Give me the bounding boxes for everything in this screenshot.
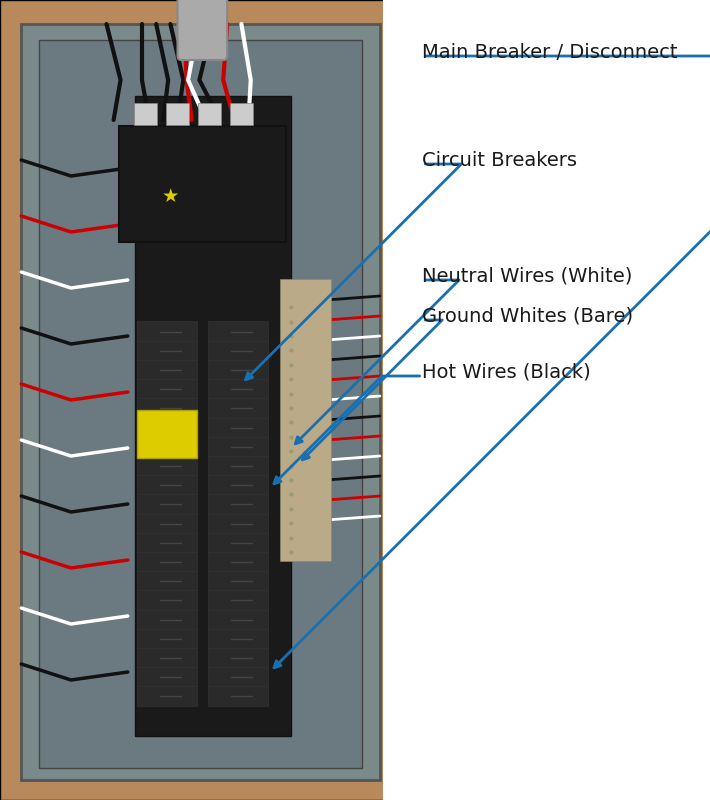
FancyBboxPatch shape [137, 514, 197, 533]
FancyBboxPatch shape [137, 629, 197, 648]
FancyBboxPatch shape [135, 96, 291, 736]
FancyBboxPatch shape [134, 103, 157, 125]
FancyBboxPatch shape [137, 398, 197, 418]
FancyBboxPatch shape [383, 0, 710, 800]
FancyBboxPatch shape [137, 494, 197, 514]
FancyBboxPatch shape [208, 514, 268, 533]
FancyBboxPatch shape [208, 456, 268, 475]
FancyBboxPatch shape [21, 24, 380, 780]
FancyBboxPatch shape [208, 341, 268, 360]
FancyBboxPatch shape [208, 360, 268, 379]
FancyBboxPatch shape [137, 418, 197, 437]
Text: Ground Whites (Bare): Ground Whites (Bare) [422, 306, 633, 326]
FancyBboxPatch shape [39, 40, 362, 768]
FancyBboxPatch shape [137, 533, 197, 552]
FancyBboxPatch shape [208, 571, 268, 590]
FancyBboxPatch shape [198, 103, 221, 125]
FancyBboxPatch shape [119, 126, 286, 242]
FancyBboxPatch shape [137, 686, 197, 706]
FancyBboxPatch shape [137, 379, 197, 398]
FancyBboxPatch shape [166, 103, 189, 125]
FancyBboxPatch shape [208, 590, 268, 610]
FancyBboxPatch shape [208, 610, 268, 629]
FancyBboxPatch shape [137, 360, 197, 379]
FancyBboxPatch shape [208, 648, 268, 667]
FancyBboxPatch shape [230, 103, 253, 125]
FancyBboxPatch shape [137, 590, 197, 610]
FancyBboxPatch shape [137, 437, 197, 456]
Text: Main Breaker / Disconnect: Main Breaker / Disconnect [422, 42, 678, 62]
FancyBboxPatch shape [208, 686, 268, 706]
FancyBboxPatch shape [137, 610, 197, 629]
FancyBboxPatch shape [178, 0, 227, 60]
Text: ★: ★ [162, 186, 179, 206]
FancyBboxPatch shape [280, 279, 331, 561]
FancyBboxPatch shape [208, 667, 268, 686]
FancyBboxPatch shape [208, 533, 268, 552]
FancyBboxPatch shape [137, 410, 197, 458]
FancyBboxPatch shape [208, 475, 268, 494]
FancyBboxPatch shape [137, 552, 197, 571]
FancyBboxPatch shape [208, 437, 268, 456]
FancyBboxPatch shape [137, 456, 197, 475]
FancyBboxPatch shape [137, 475, 197, 494]
FancyBboxPatch shape [208, 398, 268, 418]
FancyBboxPatch shape [208, 494, 268, 514]
Text: Neutral Wires (White): Neutral Wires (White) [422, 266, 633, 286]
FancyBboxPatch shape [208, 379, 268, 398]
Text: Hot Wires (Black): Hot Wires (Black) [422, 362, 591, 382]
FancyBboxPatch shape [137, 648, 197, 667]
FancyBboxPatch shape [208, 552, 268, 571]
FancyBboxPatch shape [137, 341, 197, 360]
FancyBboxPatch shape [137, 667, 197, 686]
FancyBboxPatch shape [208, 322, 268, 341]
Text: Circuit Breakers: Circuit Breakers [422, 150, 577, 170]
FancyBboxPatch shape [208, 418, 268, 437]
FancyBboxPatch shape [137, 322, 197, 341]
FancyBboxPatch shape [208, 629, 268, 648]
FancyBboxPatch shape [137, 571, 197, 590]
